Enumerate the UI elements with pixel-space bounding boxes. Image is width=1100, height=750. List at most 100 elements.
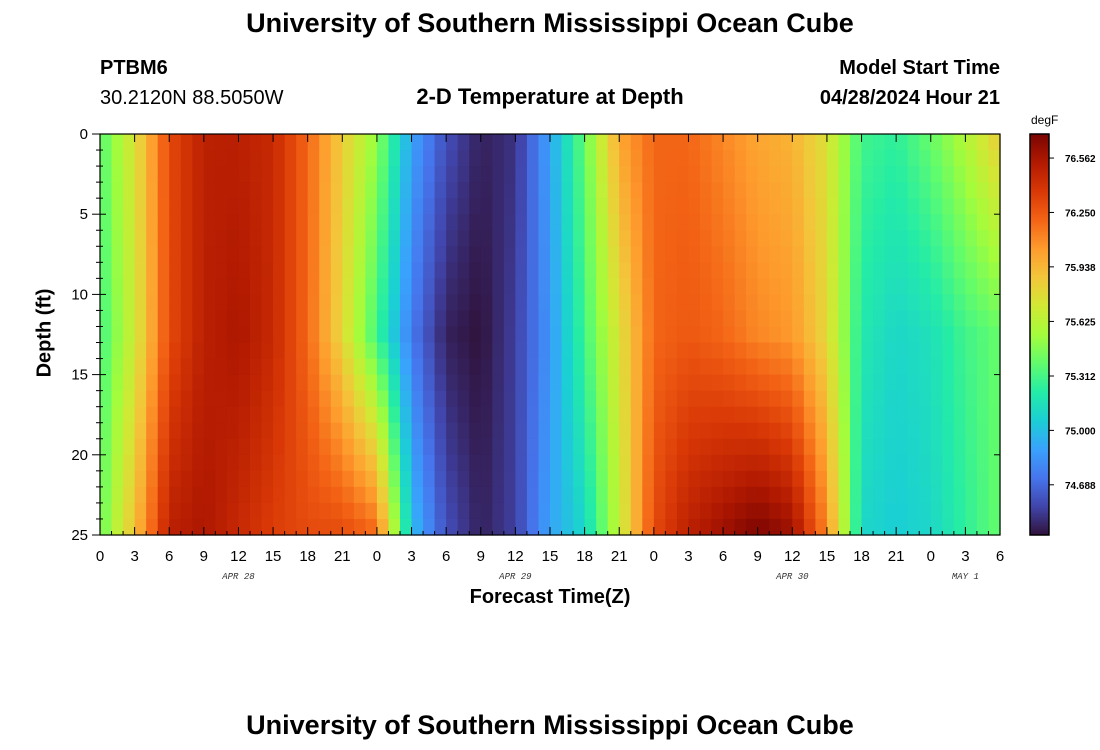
- heatmap-cell: [515, 230, 528, 247]
- heatmap-cell: [746, 406, 759, 424]
- heatmap-cell: [619, 342, 632, 360]
- x-tick-label: 6: [719, 548, 727, 565]
- heatmap-cell: [134, 406, 147, 424]
- heatmap-cell: [446, 326, 459, 344]
- heatmap-cell: [873, 406, 886, 424]
- heatmap-cell: [261, 342, 274, 360]
- heatmap-cell: [376, 150, 390, 167]
- heatmap-cell: [676, 310, 690, 328]
- heatmap-cell: [930, 262, 943, 279]
- heatmap-cell: [146, 182, 159, 199]
- heatmap-cell: [400, 262, 413, 279]
- heatmap-cell: [330, 166, 343, 183]
- heatmap-cell: [284, 406, 297, 424]
- heatmap-cell: [307, 502, 320, 520]
- heatmap-cell: [688, 374, 701, 392]
- heatmap-cell: [492, 182, 505, 199]
- heatmap-cell: [492, 166, 505, 183]
- heatmap-cell: [376, 358, 390, 376]
- heatmap-cell: [884, 278, 897, 295]
- heatmap-cell: [653, 134, 666, 151]
- heatmap-cell: [896, 230, 909, 247]
- heatmap-cell: [607, 422, 620, 440]
- heatmap-cell: [965, 150, 978, 167]
- heatmap-cell: [792, 518, 805, 536]
- heatmap-cell: [492, 470, 505, 488]
- heatmap-cell: [815, 278, 828, 295]
- heatmap-cell: [134, 358, 147, 376]
- heatmap-cell: [261, 182, 274, 199]
- heatmap-cell: [619, 182, 632, 199]
- heatmap-cell: [307, 454, 320, 472]
- heatmap-cell: [561, 518, 574, 536]
- heatmap-cell: [180, 150, 193, 167]
- heatmap-cell: [826, 438, 840, 456]
- heatmap-cell: [273, 438, 286, 456]
- heatmap-cell: [515, 246, 528, 263]
- heatmap-cell: [400, 198, 413, 215]
- heatmap-cell: [676, 134, 690, 151]
- heatmap-cell: [515, 454, 528, 472]
- heatmap-cell: [676, 406, 690, 424]
- heatmap-cell: [503, 182, 516, 199]
- heatmap-cell: [411, 198, 424, 215]
- heatmap-cell: [607, 358, 620, 376]
- heatmap-cell: [365, 502, 378, 520]
- heatmap-cell: [238, 182, 251, 199]
- heatmap-cell: [850, 406, 863, 424]
- heatmap-cell: [319, 470, 332, 488]
- heatmap-cell: [907, 390, 920, 408]
- heatmap-cell: [330, 134, 343, 151]
- heatmap-cell: [503, 470, 516, 488]
- heatmap-cell: [561, 422, 574, 440]
- heatmap-cell: [953, 294, 966, 312]
- heatmap-cell: [861, 310, 874, 328]
- heatmap-cell: [907, 374, 920, 392]
- heatmap-cell: [838, 214, 851, 231]
- heatmap-cell: [100, 294, 113, 312]
- heatmap-cell: [573, 214, 586, 231]
- heatmap-cell: [884, 422, 897, 440]
- heatmap-cell: [826, 470, 840, 488]
- heatmap-cell: [330, 326, 343, 344]
- heatmap-cell: [203, 166, 216, 183]
- heatmap-cell: [550, 262, 563, 279]
- heatmap-cell: [365, 230, 378, 247]
- day-label: APR 30: [775, 572, 809, 582]
- heatmap-cell: [873, 230, 886, 247]
- heatmap-cell: [619, 374, 632, 392]
- heatmap-cell: [480, 470, 493, 488]
- heatmap-cell: [330, 470, 343, 488]
- heatmap-cell: [884, 230, 897, 247]
- heatmap-cell: [515, 214, 528, 231]
- heatmap-cell: [365, 374, 378, 392]
- heatmap-cell: [861, 182, 874, 199]
- heatmap-cell: [250, 262, 263, 279]
- heatmap-cell: [111, 422, 124, 440]
- heatmap-cell: [803, 134, 816, 151]
- heatmap-cell: [411, 150, 424, 167]
- heatmap-cell: [976, 166, 990, 183]
- heatmap-cell: [180, 230, 193, 247]
- heatmap-cell: [538, 230, 551, 247]
- heatmap-cell: [676, 358, 690, 376]
- heatmap-cell: [353, 150, 366, 167]
- heatmap-cell: [711, 310, 724, 328]
- heatmap-cell: [965, 278, 978, 295]
- heatmap-cell: [238, 326, 251, 344]
- heatmap-cell: [400, 374, 413, 392]
- heatmap-cell: [642, 326, 655, 344]
- heatmap-cell: [492, 518, 505, 536]
- heatmap-cell: [353, 518, 366, 536]
- heatmap-cell: [942, 310, 955, 328]
- heatmap-cell: [780, 262, 793, 279]
- heatmap-cell: [111, 230, 124, 247]
- heatmap-cell: [330, 262, 343, 279]
- heatmap-cell: [261, 262, 274, 279]
- heatmap-cell: [769, 278, 782, 295]
- heatmap-cell: [942, 150, 955, 167]
- heatmap-cell: [665, 262, 678, 279]
- heatmap-cell: [665, 310, 678, 328]
- heatmap-cell: [815, 166, 828, 183]
- heatmap-cell: [515, 406, 528, 424]
